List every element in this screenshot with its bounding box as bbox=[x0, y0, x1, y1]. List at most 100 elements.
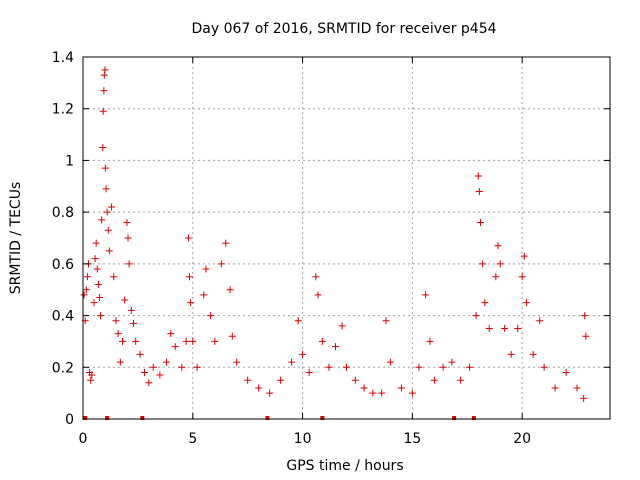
y-tick-label: 0.6 bbox=[52, 257, 74, 273]
data-point bbox=[580, 394, 588, 402]
data-point bbox=[266, 389, 274, 397]
data-point bbox=[481, 299, 489, 307]
data-point bbox=[100, 71, 108, 79]
data-point bbox=[140, 368, 148, 376]
data-point bbox=[145, 379, 153, 387]
data-point bbox=[116, 358, 124, 366]
data-point bbox=[114, 330, 122, 338]
data-point bbox=[536, 317, 544, 325]
data-point bbox=[82, 286, 90, 294]
data-point bbox=[338, 322, 346, 330]
data-point bbox=[101, 164, 109, 172]
data-points bbox=[80, 66, 590, 420]
data-point bbox=[518, 273, 526, 281]
data-point bbox=[211, 337, 219, 345]
chart-title: Day 067 of 2016, SRMTID for receiver p45… bbox=[191, 21, 496, 37]
data-point bbox=[206, 312, 214, 320]
data-point bbox=[103, 208, 111, 216]
data-point bbox=[101, 66, 109, 74]
data-point bbox=[228, 332, 236, 340]
data-point bbox=[124, 234, 132, 242]
data-point bbox=[562, 368, 570, 376]
x-axis-label: GPS time / hours bbox=[286, 458, 403, 474]
data-point bbox=[382, 317, 390, 325]
data-point bbox=[94, 281, 102, 289]
x-tick-label: 15 bbox=[403, 431, 421, 447]
data-point bbox=[386, 358, 394, 366]
data-point bbox=[496, 260, 504, 268]
data-point bbox=[100, 87, 108, 95]
data-point bbox=[121, 296, 129, 304]
x-tick-label: 20 bbox=[513, 431, 531, 447]
data-point bbox=[422, 291, 430, 299]
data-point bbox=[182, 337, 190, 345]
data-point bbox=[325, 363, 333, 371]
data-point bbox=[288, 358, 296, 366]
data-point bbox=[507, 350, 515, 358]
data-point bbox=[88, 371, 96, 379]
data-point bbox=[226, 286, 234, 294]
data-point bbox=[171, 343, 179, 351]
data-point bbox=[472, 312, 480, 320]
data-point bbox=[244, 376, 252, 384]
data-point bbox=[573, 384, 581, 392]
data-point bbox=[200, 291, 208, 299]
data-point bbox=[187, 299, 195, 307]
zero-data-point bbox=[265, 416, 270, 420]
data-point bbox=[540, 363, 548, 371]
data-point bbox=[277, 376, 285, 384]
data-point bbox=[189, 337, 197, 345]
y-tick-label: 1.2 bbox=[52, 102, 74, 118]
data-point bbox=[351, 376, 359, 384]
data-point bbox=[202, 265, 210, 273]
data-point bbox=[581, 312, 589, 320]
data-point bbox=[476, 218, 484, 226]
data-point bbox=[408, 389, 416, 397]
data-point bbox=[178, 363, 186, 371]
data-point bbox=[332, 343, 340, 351]
axis-ticks: 0 0.2 0.4 0.6 0.8 1 1.2 1.4 0 5 10 15 20 bbox=[52, 50, 610, 447]
data-point bbox=[501, 325, 509, 332]
data-point bbox=[378, 389, 386, 397]
data-point bbox=[104, 226, 112, 234]
data-point bbox=[149, 363, 157, 371]
zero-data-point bbox=[452, 416, 457, 420]
data-point bbox=[167, 330, 175, 338]
data-point bbox=[299, 350, 307, 358]
data-point bbox=[102, 185, 110, 193]
data-point bbox=[233, 358, 241, 366]
data-point bbox=[98, 216, 106, 224]
data-point bbox=[294, 317, 302, 325]
zero-data-point bbox=[320, 416, 325, 420]
y-tick-label: 0 bbox=[65, 412, 74, 428]
data-point bbox=[479, 260, 487, 268]
data-point bbox=[551, 384, 559, 392]
data-point bbox=[80, 291, 88, 299]
y-tick-label: 0.4 bbox=[52, 309, 74, 325]
data-point bbox=[123, 218, 131, 226]
data-point bbox=[485, 325, 493, 332]
data-point bbox=[136, 350, 144, 358]
data-point bbox=[360, 384, 368, 392]
data-point bbox=[119, 337, 127, 345]
zero-data-point bbox=[105, 416, 110, 420]
data-point bbox=[343, 363, 350, 371]
data-point bbox=[162, 358, 170, 366]
x-tick-label: 10 bbox=[294, 431, 312, 447]
data-point bbox=[514, 325, 522, 332]
data-point bbox=[457, 376, 465, 384]
data-point bbox=[369, 389, 377, 397]
zero-data-point bbox=[140, 416, 145, 420]
data-point bbox=[255, 384, 263, 392]
data-point bbox=[426, 337, 434, 345]
data-point bbox=[448, 358, 456, 366]
data-point bbox=[110, 273, 118, 281]
data-point bbox=[217, 260, 225, 268]
y-tick-label: 0.2 bbox=[52, 360, 74, 376]
data-point bbox=[87, 376, 95, 384]
data-point bbox=[97, 312, 105, 320]
zero-data-point bbox=[471, 416, 476, 420]
data-point bbox=[90, 299, 98, 307]
